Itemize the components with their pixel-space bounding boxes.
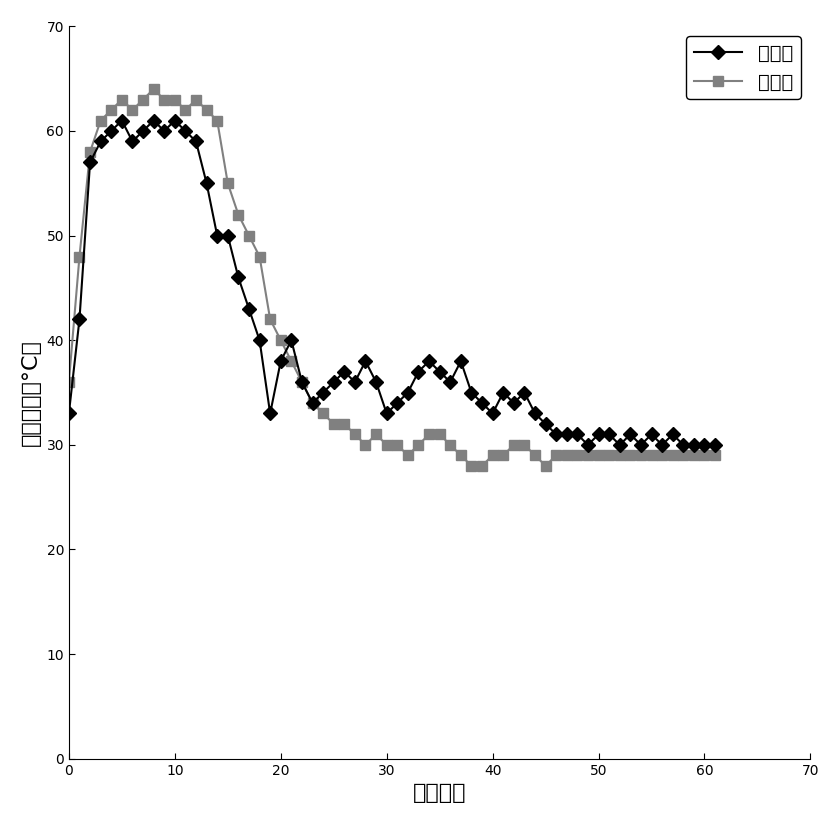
- Y-axis label: 堆体温度（°C）: 堆体温度（°C）: [21, 339, 41, 446]
- 菌剂组: [64, 377, 74, 387]
- X-axis label: 发酵天数: 发酵天数: [413, 783, 466, 803]
- 菌剂组: [466, 461, 476, 471]
- 菌剂组: [392, 440, 402, 450]
- Legend: 对照组, 菌剂组: 对照组, 菌剂组: [685, 36, 801, 100]
- Line: 菌剂组: 菌剂组: [64, 84, 720, 471]
- 菌剂组: [710, 451, 720, 461]
- 对照组: [583, 440, 593, 450]
- 对照组: [244, 304, 254, 314]
- 对照组: [64, 409, 74, 419]
- 菌剂组: [202, 105, 212, 115]
- Line: 对照组: 对照组: [64, 115, 720, 450]
- 菌剂组: [149, 84, 159, 94]
- 菌剂组: [647, 451, 657, 461]
- 菌剂组: [477, 461, 487, 471]
- 菌剂组: [117, 95, 127, 105]
- 对照组: [466, 387, 476, 397]
- 对照组: [710, 440, 720, 450]
- 对照组: [128, 137, 138, 147]
- 对照组: [647, 429, 657, 439]
- 对照组: [117, 115, 127, 125]
- 菌剂组: [244, 231, 254, 241]
- 对照组: [202, 178, 212, 188]
- 对照组: [392, 398, 402, 408]
